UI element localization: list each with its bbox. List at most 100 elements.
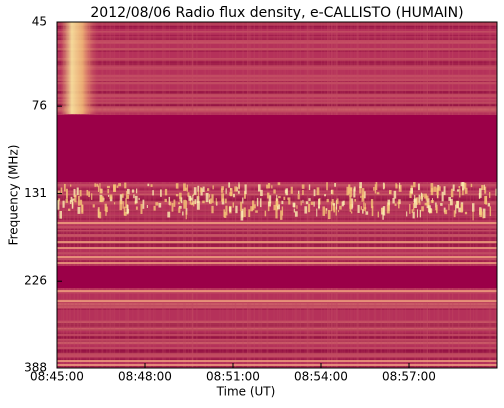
texture-hot	[350, 187, 353, 191]
texture-col	[258, 22, 260, 368]
texture-col	[342, 22, 344, 368]
texture-hot	[211, 194, 214, 203]
texture-hot	[242, 197, 244, 204]
texture-hot	[266, 184, 269, 189]
texture-hot	[470, 183, 473, 188]
texture-hot	[92, 204, 95, 208]
texture-hot	[147, 183, 150, 187]
texture-hot	[62, 200, 65, 208]
texture-col	[344, 22, 346, 368]
texture-col	[336, 22, 338, 368]
texture-col	[486, 22, 488, 368]
texture-col	[321, 22, 323, 368]
y-tick-label: 388	[24, 361, 47, 375]
texture-hot	[215, 198, 217, 205]
texture-hot	[105, 206, 108, 213]
texture-hot	[430, 200, 434, 203]
texture-hot	[346, 186, 349, 196]
texture-hot	[341, 201, 344, 207]
texture-col	[420, 22, 422, 368]
texture-row	[57, 227, 497, 229]
texture-hot	[237, 190, 240, 194]
texture-col	[331, 22, 333, 368]
texture-hot	[113, 202, 116, 205]
texture-col	[299, 22, 301, 368]
texture-row	[57, 90, 497, 92]
texture-hot	[196, 201, 200, 210]
texture-hot	[243, 207, 246, 218]
texture-row	[57, 231, 497, 235]
texture-hot	[60, 187, 63, 194]
texture-col	[138, 22, 140, 368]
texture-row	[57, 60, 497, 64]
texture-hot	[349, 205, 352, 212]
texture-hot	[481, 185, 484, 191]
texture-line	[57, 364, 497, 366]
texture-col	[232, 22, 234, 368]
texture-col	[112, 22, 114, 368]
texture-hot	[71, 200, 74, 209]
texture-row	[57, 78, 497, 82]
texture-row	[57, 109, 497, 113]
texture-row	[57, 260, 497, 263]
texture-row	[57, 302, 497, 306]
texture-col	[253, 22, 255, 368]
texture-col	[242, 22, 244, 368]
texture-hot	[382, 182, 385, 190]
texture-col	[333, 22, 335, 368]
texture-hot	[453, 210, 456, 218]
texture-row	[57, 74, 497, 78]
texture-hot	[135, 206, 138, 210]
texture-col	[266, 22, 268, 368]
texture-hot	[79, 190, 82, 197]
texture-hot	[122, 201, 124, 209]
texture-col	[235, 22, 237, 368]
texture-hot	[74, 194, 77, 197]
texture-col	[469, 22, 471, 368]
texture-row	[57, 108, 497, 111]
texture-line	[57, 241, 497, 243]
texture-hot	[152, 190, 154, 196]
texture-hot	[99, 188, 103, 194]
texture-hot	[126, 190, 128, 199]
texture-hot	[448, 203, 450, 211]
texture-hot	[97, 185, 100, 192]
texture-col	[308, 22, 310, 368]
texture-hot	[179, 197, 182, 202]
texture-hot	[456, 200, 459, 209]
texture-hot	[419, 209, 422, 218]
texture-hot	[325, 208, 327, 214]
texture-hot	[186, 184, 188, 192]
texture-hot	[124, 211, 127, 216]
texture-hot	[440, 203, 443, 206]
texture-hot	[458, 207, 461, 213]
spectrogram-image	[57, 22, 497, 368]
texture-col	[367, 22, 369, 368]
texture-hot	[362, 209, 364, 214]
texture-col	[249, 22, 251, 368]
texture-row	[57, 328, 497, 331]
texture-col	[396, 22, 398, 368]
texture-hot	[70, 196, 73, 202]
texture-col	[472, 22, 474, 368]
texture-hot	[322, 206, 326, 216]
texture-col	[296, 22, 298, 368]
texture-col	[146, 22, 148, 368]
texture-hot	[464, 211, 468, 215]
texture-col	[106, 22, 108, 368]
texture-hot	[264, 210, 267, 217]
texture-col	[335, 22, 337, 368]
texture-hot	[100, 196, 104, 203]
texture-hot	[382, 206, 386, 216]
texture-col	[402, 22, 404, 368]
texture-hot	[462, 188, 464, 196]
texture-hot	[357, 204, 360, 213]
texture-hot	[360, 195, 362, 198]
texture-col	[426, 22, 428, 368]
texture-col	[357, 22, 359, 368]
texture-hot	[211, 205, 214, 214]
texture-col	[336, 22, 338, 368]
texture-col	[423, 22, 425, 368]
texture-col	[144, 22, 146, 368]
